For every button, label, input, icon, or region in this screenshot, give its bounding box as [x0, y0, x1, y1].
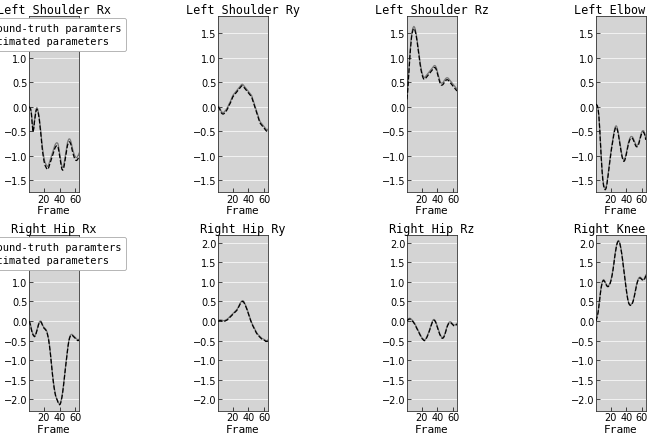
Title: Right Hip Ry: Right Hip Ry — [200, 223, 286, 236]
X-axis label: Frame: Frame — [604, 424, 638, 434]
X-axis label: Frame: Frame — [37, 424, 71, 434]
Title: Left Shoulder Ry: Left Shoulder Ry — [186, 4, 300, 17]
X-axis label: Frame: Frame — [604, 205, 638, 215]
X-axis label: Frame: Frame — [37, 205, 71, 215]
Legend: Ground-truth paramters, Estimated parameters: Ground-truth paramters, Estimated parame… — [0, 237, 127, 271]
Title: Right Hip Rz: Right Hip Rz — [389, 223, 474, 236]
Title: Right Hip Rx: Right Hip Rx — [11, 223, 97, 236]
X-axis label: Frame: Frame — [415, 205, 448, 215]
Legend: Ground-truth paramters, Estimated parameters: Ground-truth paramters, Estimated parame… — [0, 19, 127, 52]
Title: Right Knee Rx: Right Knee Rx — [575, 223, 650, 236]
X-axis label: Frame: Frame — [226, 205, 260, 215]
X-axis label: Frame: Frame — [226, 424, 260, 434]
X-axis label: Frame: Frame — [415, 424, 448, 434]
Title: Left Shoulder Rx: Left Shoulder Rx — [0, 4, 111, 17]
Title: Left Elbow Rx: Left Elbow Rx — [575, 4, 650, 17]
Title: Left Shoulder Rz: Left Shoulder Rz — [375, 4, 489, 17]
